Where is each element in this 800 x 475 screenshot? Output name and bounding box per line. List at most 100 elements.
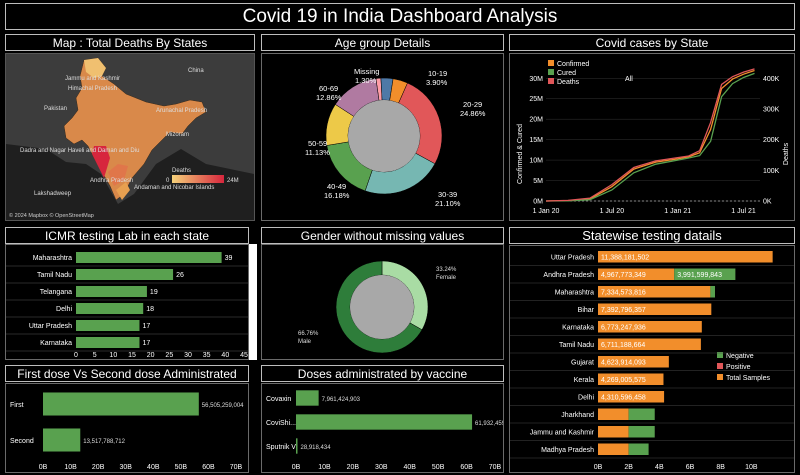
doses-x-tick: 50B	[175, 464, 188, 471]
age-label-30-39-name: 30-39	[438, 190, 457, 199]
vaccine-bar-chart[interactable]: Covaxin 7,961,424,903 CoviShi... 61,932,459…	[262, 384, 517, 472]
vaccine-x-tick: 60B	[460, 464, 473, 471]
state-bar-total-jammu-and-kashmir[interactable]	[598, 426, 629, 438]
state-bar-negative-jharkhand[interactable]	[628, 408, 655, 421]
cases-line-deaths[interactable]	[545, 68, 755, 202]
icmr-bar-delhi[interactable]	[76, 303, 144, 314]
age-label-missing-name: Missing	[354, 67, 379, 76]
icmr-bar-maharashtra[interactable]	[76, 252, 222, 263]
cases-x-tick: 1 Jul 20	[600, 208, 625, 215]
icmr-bar-tamil-nadu[interactable]	[76, 269, 174, 280]
vaccine-bar-covishi[interactable]	[296, 414, 473, 430]
gender-label-female-pct: 33.24%	[436, 267, 457, 273]
state-bar-total-tamil-nadu[interactable]	[598, 338, 701, 351]
dashboard-title: Covid 19 in India Dashboard Analysis	[5, 3, 795, 30]
statewise-bar-chart[interactable]: Negative Positive Total Samples Uttar Pr…	[510, 246, 794, 472]
state-bar-negative-andhra-pradesh[interactable]	[674, 268, 736, 281]
state-bar-negative-maharashtra[interactable]	[710, 286, 715, 298]
icmr-category-label: Maharashtra	[33, 255, 72, 262]
legend-negative-label: Negative	[726, 353, 754, 360]
age-label-60-69-name: 60-69	[319, 84, 338, 93]
age-title: Age group Details	[261, 34, 504, 51]
cases-title: Covid cases by State	[509, 34, 795, 51]
state-bar-negative-jammu-and-kashmir[interactable]	[628, 426, 655, 438]
icmr-bar-karnataka[interactable]	[76, 337, 140, 348]
doses-bar-chart[interactable]: First 56,505,259,004 Second 13,517,788,712 0…	[6, 384, 248, 472]
state-bar-total-uttar-pradesh[interactable]	[598, 251, 773, 263]
state-total-value-label: 7,334,573,816	[601, 290, 646, 297]
icmr-bar-chart[interactable]: Maharashtra 39 Tamil Nadu 26 Telangana 19 Delh…	[6, 245, 248, 359]
map-title: Map : Total Deaths By States	[5, 34, 255, 51]
state-bar-negative-madhya-pradesh[interactable]	[628, 443, 649, 456]
icmr-x-tick: 10	[109, 352, 117, 359]
state-bar-total-karnataka[interactable]	[598, 321, 702, 333]
state-category-label: Kerala	[574, 377, 594, 384]
vaccine-category-label: Covaxin	[266, 396, 291, 403]
age-label-20-29-name: 20-29	[463, 100, 482, 109]
icmr-panel: Maharashtra 39 Tamil Nadu 26 Telangana 19 Delh…	[5, 244, 249, 360]
cases-line-cured[interactable]	[545, 72, 755, 202]
state-category-label: Tamil Nadu	[559, 342, 594, 349]
cases-y-left-tick: 20M	[529, 117, 543, 124]
cases-x-tick: 1 Jan 20	[533, 208, 560, 215]
map-panel[interactable]: China Pakistan Jammu and Kashmir Himacha…	[5, 53, 255, 221]
icmr-category-label: Karnataka	[40, 340, 72, 347]
vaccine-x-tick: 40B	[403, 464, 416, 471]
doses-bar-first[interactable]	[43, 392, 199, 416]
doses-x-tick: 0B	[39, 464, 48, 471]
icmr-bar-telangana[interactable]	[76, 286, 147, 297]
doses-x-tick: 40B	[147, 464, 160, 471]
state-bar-total-madhya-pradesh[interactable]	[598, 443, 629, 456]
cases-ylabel-left: Confirmed & Cured	[517, 124, 524, 184]
state-tamilnadu[interactable]	[116, 182, 130, 200]
icmr-bar-uttar-pradesh[interactable]	[76, 320, 140, 331]
map-credit[interactable]: © 2024 Mapbox © OpenStreetMap	[9, 212, 94, 219]
state-bar-total-gujarat[interactable]	[598, 356, 669, 368]
doses-bar-second[interactable]	[43, 428, 81, 452]
cases-y-right-tick: 0K	[763, 199, 772, 206]
india-map[interactable]: China Pakistan Jammu and Kashmir Himacha…	[6, 54, 254, 220]
vaccine-panel: Covaxin 7,961,424,903 CoviShi... 61,932,459…	[261, 383, 517, 473]
state-total-value-label: 4,623,914,093	[601, 360, 646, 367]
icmr-category-label: Telangana	[40, 289, 72, 296]
state-bar-total-andhra-pradesh[interactable]	[598, 268, 675, 281]
state-bar-total-bihar[interactable]	[598, 303, 712, 316]
cases-filter-label: All	[625, 76, 633, 83]
cases-line-confirmed[interactable]	[545, 69, 755, 202]
map-legend-title: Deaths	[172, 168, 191, 174]
gender-panel: 33.24% Female 66.76% Male	[261, 244, 504, 360]
icmr-x-tick: 35	[203, 352, 211, 359]
map-legend-min: 0	[166, 178, 170, 184]
map-legend: Deaths 0 24M	[166, 168, 239, 184]
vaccine-bar-covaxin[interactable]	[296, 390, 319, 406]
state-jk[interactable]	[84, 58, 106, 78]
icmr-value-label: 26	[176, 272, 184, 279]
cases-panel: Confirmed & Cured Deaths All Confirmed C…	[509, 53, 795, 221]
map-label-jk: Jammu and Kashmir	[65, 76, 120, 82]
state-bar-total-maharashtra[interactable]	[598, 286, 711, 298]
vaccine-value-label: 61,932,459,831	[475, 421, 503, 427]
legend-negative-swatch	[717, 352, 723, 358]
legend-total-swatch	[717, 374, 723, 380]
icmr-scrollbar[interactable]	[249, 244, 257, 360]
age-donut-chart[interactable]: Missing 1.30% 10-19 3.90% 20-29 24.86% 3…	[262, 54, 503, 220]
state-category-label: Karnataka	[562, 325, 594, 332]
state-category-label: Gujarat	[571, 360, 594, 367]
state-bar-total-delhi[interactable]	[598, 391, 665, 403]
state-bar-total-kerala[interactable]	[598, 373, 664, 386]
legend-cured-swatch	[548, 69, 554, 75]
state-karnataka[interactable]	[108, 164, 128, 186]
gender-donut-chart[interactable]: 33.24% Female 66.76% Male	[262, 245, 503, 359]
state-bar-total-jharkhand[interactable]	[598, 408, 629, 421]
cases-line-chart[interactable]: Confirmed & Cured Deaths All Confirmed C…	[510, 54, 794, 220]
state-x-tick: 6B	[686, 464, 695, 471]
map-label-dnh: Dadra and Nagar Haveli and Daman and Diu	[20, 148, 139, 154]
age-label-10-19-name: 10-19	[428, 69, 447, 78]
map-label-andaman: Andaman and Nicobar Islands	[134, 185, 214, 191]
doses-value-label: 13,517,788,712	[83, 439, 125, 445]
age-label-60-69-pct: 12.86%	[316, 93, 342, 102]
vaccine-bar-sputnik-v[interactable]	[296, 438, 298, 454]
doses-x-tick: 60B	[202, 464, 215, 471]
state-x-tick: 2B	[624, 464, 633, 471]
state-maharashtra[interactable]	[92, 146, 110, 178]
